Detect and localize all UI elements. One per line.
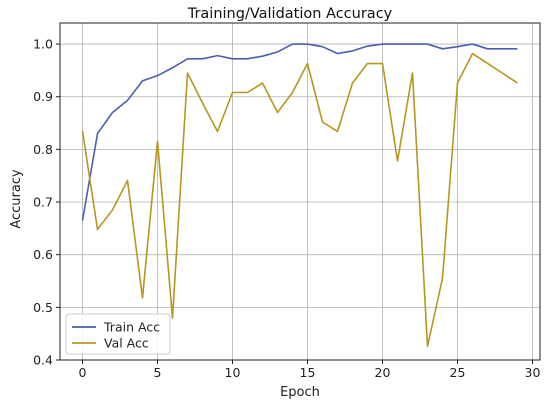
series-line-train-acc <box>81 43 518 221</box>
y-tick-label: 0.8 <box>33 142 53 157</box>
legend-box <box>65 313 171 355</box>
y-tick-label: 0.6 <box>33 247 53 262</box>
legend-label-val-acc: Val Acc <box>104 336 149 351</box>
x-axis-label: Epoch <box>280 385 320 400</box>
axis-ticks: 0 5 10 15 20 25 30 0.4 0.5 0.6 0.7 0.8 0.9 1.0 <box>33 37 540 380</box>
plot-frame <box>59 22 541 361</box>
x-tick-label: 10 <box>225 365 241 380</box>
x-tick-label: 30 <box>525 365 541 380</box>
y-tick-label: 0.5 <box>33 300 53 315</box>
x-tick-label: 0 <box>79 365 87 380</box>
x-tick-label: 5 <box>154 365 162 380</box>
grid <box>60 23 540 361</box>
series-lines <box>81 43 518 348</box>
y-tick-label: 0.4 <box>33 353 53 368</box>
y-tick-label: 1.0 <box>33 37 53 52</box>
x-tick-label: 15 <box>300 365 316 380</box>
legend-label-train-acc: Train Acc <box>103 320 160 335</box>
series-line-val-acc <box>81 52 518 348</box>
y-axis-label: Accuracy <box>9 169 24 229</box>
y-tick-label: 0.9 <box>33 89 53 104</box>
chart-title: Training/Validation Accuracy <box>187 6 393 22</box>
y-tick-label: 0.7 <box>33 195 53 210</box>
x-tick-label: 25 <box>450 365 466 380</box>
x-tick-label: 20 <box>375 365 391 380</box>
